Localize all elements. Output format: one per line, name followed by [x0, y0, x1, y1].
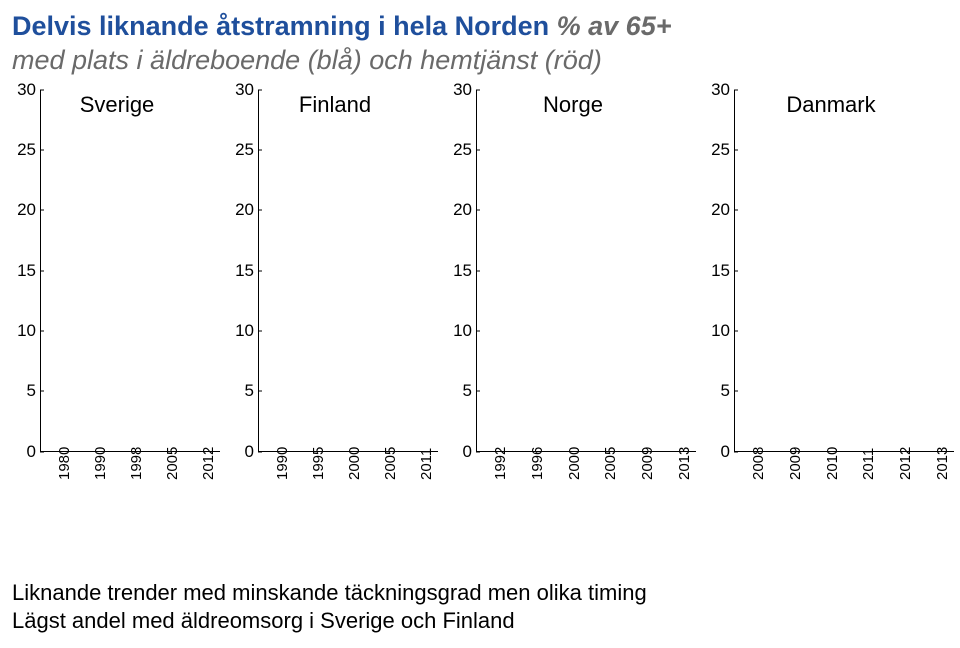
chart-norge: Norge05101520253019921996200020052009201… [448, 92, 698, 480]
y-axis: 051015202530 [448, 90, 476, 452]
y-tick-label: 0 [245, 442, 254, 462]
y-tick-label: 20 [453, 200, 472, 220]
x-tick-label: 1980 [56, 460, 73, 480]
chart-finland: Finland05101520253019901995200020052011 [230, 92, 440, 480]
y-tick-label: 10 [235, 321, 254, 341]
bars-container [41, 90, 220, 451]
chart-wrap: 051015202530200820092010201120122013 [706, 90, 956, 480]
chart-wrap: 05101520253019801990199820052012 [12, 90, 222, 480]
x-tick-label: 2000 [566, 460, 583, 480]
x-labels: 1992 1996 2000 2005 2009 2013 [476, 452, 696, 480]
y-tick-label: 15 [453, 261, 472, 281]
x-tick-label: 2005 [602, 460, 619, 480]
x-tick-label: 1995 [310, 460, 327, 480]
y-tick-label: 20 [711, 200, 730, 220]
bars-container [735, 90, 954, 451]
y-tick-label: 5 [463, 381, 472, 401]
y-tick-label: 25 [235, 140, 254, 160]
y-tick-label: 10 [453, 321, 472, 341]
x-tick-label: 2012 [897, 460, 914, 480]
y-tick-label: 5 [27, 381, 36, 401]
chart-wrap: 05101520253019901995200020052011 [230, 90, 440, 480]
chart-wrap: 051015202530199219962000200520092013 [448, 90, 698, 480]
x-tick-label: 1992 [492, 460, 509, 480]
chart-title: Norge [448, 92, 698, 118]
y-tick-label: 0 [27, 442, 36, 462]
x-tick-label: 1996 [529, 460, 546, 480]
x-tick-label: 2005 [164, 460, 181, 480]
bars-container [477, 90, 696, 451]
subtitle: med plats i äldreboende (blå) och hemtjä… [12, 44, 948, 78]
y-tick-label: 25 [17, 140, 36, 160]
x-tick-label: 2009 [639, 460, 656, 480]
chart-sverige: Sverige05101520253019801990199820052012 [12, 92, 222, 480]
page-title: Delvis liknande åtstramning i hela Norde… [12, 10, 948, 44]
x-tick-label: 2013 [934, 460, 951, 480]
y-axis: 051015202530 [706, 90, 734, 452]
plot-area [258, 90, 438, 452]
page-root: { "title": { "line1_blue": "Delvis likna… [0, 0, 960, 648]
y-tick-label: 20 [235, 200, 254, 220]
y-tick-label: 15 [711, 261, 730, 281]
plot-area [476, 90, 696, 452]
chart-title: Sverige [12, 92, 222, 118]
y-tick-label: 0 [463, 442, 472, 462]
y-tick-label: 15 [235, 261, 254, 281]
y-tick-label: 10 [17, 321, 36, 341]
title-gray-1: % av 65+ [549, 11, 671, 41]
x-tick-label: 2013 [676, 460, 693, 480]
x-labels: 1990 1995 2000 2005 2011 [258, 452, 438, 480]
x-tick-label: 2011 [418, 460, 435, 480]
x-tick-label: 2012 [200, 460, 217, 480]
x-tick-label: 2000 [346, 460, 363, 480]
x-labels: 2008 2009 2010 2011 2012 2013 [734, 452, 954, 480]
y-tick-label: 5 [245, 381, 254, 401]
bars-container [259, 90, 438, 451]
x-tick-label: 2005 [382, 460, 399, 480]
x-tick-label: 1990 [92, 460, 109, 480]
bottom-line-2: Lägst andel med äldreomsorg i Sverige oc… [12, 607, 647, 636]
x-tick-label: 2011 [860, 460, 877, 480]
y-tick-label: 20 [17, 200, 36, 220]
x-tick-label: 2009 [787, 460, 804, 480]
y-tick-label: 25 [453, 140, 472, 160]
y-axis: 051015202530 [230, 90, 258, 452]
chart-title: Finland [230, 92, 440, 118]
plot-area [734, 90, 954, 452]
chart-title: Danmark [706, 92, 956, 118]
x-tick-label: 1990 [274, 460, 291, 480]
y-tick-label: 5 [721, 381, 730, 401]
y-tick-label: 10 [711, 321, 730, 341]
chart-danmark: Danmark051015202530200820092010201120122… [706, 92, 956, 480]
y-tick-label: 15 [17, 261, 36, 281]
x-labels: 1980 1990 1998 2005 2012 [40, 452, 220, 480]
x-tick-label: 1998 [128, 460, 145, 480]
y-tick-label: 0 [721, 442, 730, 462]
x-tick-label: 2008 [750, 460, 767, 480]
charts-row: Sverige05101520253019801990199820052012F… [12, 92, 948, 480]
plot-area [40, 90, 220, 452]
title-blue: Delvis liknande åtstramning i hela Norde… [12, 11, 549, 41]
bottom-line-1: Liknande trender med minskande täcknings… [12, 579, 647, 608]
y-axis: 051015202530 [12, 90, 40, 452]
x-tick-label: 2010 [824, 460, 841, 480]
y-tick-label: 25 [711, 140, 730, 160]
bottom-text: Liknande trender med minskande täcknings… [12, 579, 647, 636]
